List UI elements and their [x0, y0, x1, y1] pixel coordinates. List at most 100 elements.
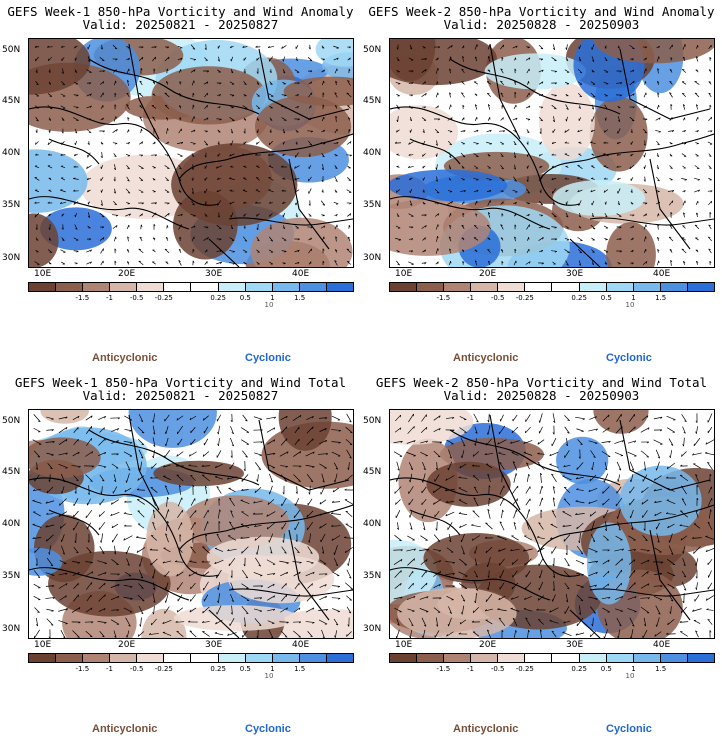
wind-arrow	[74, 128, 78, 134]
wind-arrow	[334, 260, 338, 266]
wind-arrow-head	[102, 635, 105, 638]
wind-arrow-head	[179, 167, 182, 170]
wind-arrow-head	[579, 95, 582, 98]
wind-arrow	[436, 140, 438, 146]
wind-arrow	[591, 249, 595, 253]
wind-arrow-head	[564, 177, 567, 180]
wind-arrow-head	[202, 418, 205, 421]
wind-arrow	[500, 224, 504, 230]
wind-arrow	[421, 69, 427, 73]
longitude-label: 40E	[292, 269, 310, 279]
wind-arrow-head	[34, 45, 37, 48]
wind-arrow	[177, 438, 183, 446]
wind-arrow	[421, 117, 427, 121]
latitude-label: 40N	[363, 148, 382, 158]
wind-arrow	[654, 501, 662, 503]
colorbar-tick-label: 1	[270, 665, 275, 673]
wind-arrow-head	[653, 489, 656, 492]
wind-arrow	[707, 413, 713, 423]
wind-arrow	[58, 620, 68, 624]
wind-arrow-head	[539, 131, 542, 134]
wind-arrow	[34, 607, 40, 613]
colorbar	[389, 653, 715, 663]
wind-arrow-head	[395, 636, 397, 638]
wind-arrow	[551, 94, 557, 96]
wind-arrow	[642, 188, 648, 194]
wind-arrow	[552, 188, 556, 194]
wind-arrow-head	[671, 130, 675, 133]
wind-arrow	[123, 597, 133, 599]
wind-arrow	[434, 474, 440, 482]
wind-arrow-head	[218, 106, 221, 109]
wind-arrow-head	[643, 166, 645, 169]
wind-arrow-head	[445, 500, 448, 503]
wind-arrow	[320, 485, 326, 495]
wind-arrow	[486, 224, 492, 230]
wind-arrow	[525, 570, 531, 578]
wind-arrow-head	[192, 48, 196, 50]
wind-arrow-head	[459, 525, 461, 528]
wind-arrow	[150, 535, 158, 541]
wind-arrow-head	[295, 539, 298, 542]
wind-arrow	[629, 461, 635, 471]
wind-arrow	[45, 441, 55, 443]
wind-arrow	[459, 583, 467, 589]
wind-arrow-head	[566, 264, 569, 266]
colorbar-tick-label: -0.25	[154, 294, 173, 302]
wind-arrow	[113, 545, 117, 555]
vorticity-shading	[390, 169, 508, 202]
wind-arrow	[708, 570, 712, 578]
wind-arrow-head	[449, 68, 452, 71]
wind-arrow	[321, 546, 325, 554]
wind-arrow-head	[397, 107, 400, 110]
wind-arrow-head	[510, 549, 513, 552]
wind-arrow-head	[188, 620, 191, 623]
wind-arrow-head	[35, 467, 38, 470]
wind-arrow	[485, 619, 493, 625]
wind-arrow-head	[299, 562, 302, 564]
vorticity-shading	[151, 66, 267, 125]
wind-arrow	[47, 93, 53, 97]
wind-arrow	[46, 534, 54, 542]
wind-arrow-head	[179, 93, 182, 95]
wind-arrow	[216, 605, 222, 615]
wind-arrow	[683, 437, 685, 447]
wind-arrow-head	[633, 549, 636, 552]
wind-arrow-head	[705, 598, 708, 601]
wind-arrow	[346, 141, 352, 145]
wind-arrow	[60, 523, 66, 529]
wind-arrow	[139, 141, 143, 145]
wind-arrow-head	[241, 153, 245, 156]
wind-arrow-head	[266, 526, 269, 530]
panel-title: GEFS Week-2 850-hPa Vorticity and Wind A…	[368, 4, 715, 19]
wind-arrow	[126, 80, 130, 86]
wind-arrow	[445, 475, 455, 481]
wind-arrow-head	[114, 248, 117, 251]
wind-arrow	[98, 582, 106, 590]
wind-arrow	[627, 596, 637, 600]
wind-arrow-head	[244, 83, 247, 85]
wind-arrow	[137, 426, 145, 434]
wind-arrow-head	[286, 451, 289, 454]
wind-arrow-head	[229, 497, 232, 500]
wind-arrow-head	[335, 214, 338, 217]
wind-arrow	[112, 129, 118, 133]
coastline-border	[489, 414, 521, 511]
wind-arrow	[73, 427, 79, 433]
wind-arrow	[229, 437, 235, 447]
wind-arrow	[447, 45, 453, 49]
wind-arrow	[85, 630, 93, 638]
wind-arrow	[242, 630, 248, 638]
wind-arrow-head	[231, 444, 234, 447]
wind-arrow-head	[501, 167, 504, 170]
wind-arrow-head	[672, 190, 675, 193]
wind-arrow-head	[52, 585, 55, 588]
wind-arrow	[125, 213, 131, 217]
wind-arrow	[445, 501, 455, 503]
wind-arrow-head	[230, 165, 233, 168]
wind-arrow	[190, 58, 196, 60]
longitude-label: 40E	[653, 640, 671, 650]
wind-arrow-head	[400, 440, 403, 443]
wind-arrow-head	[47, 142, 50, 145]
wind-arrow-head	[243, 131, 246, 134]
